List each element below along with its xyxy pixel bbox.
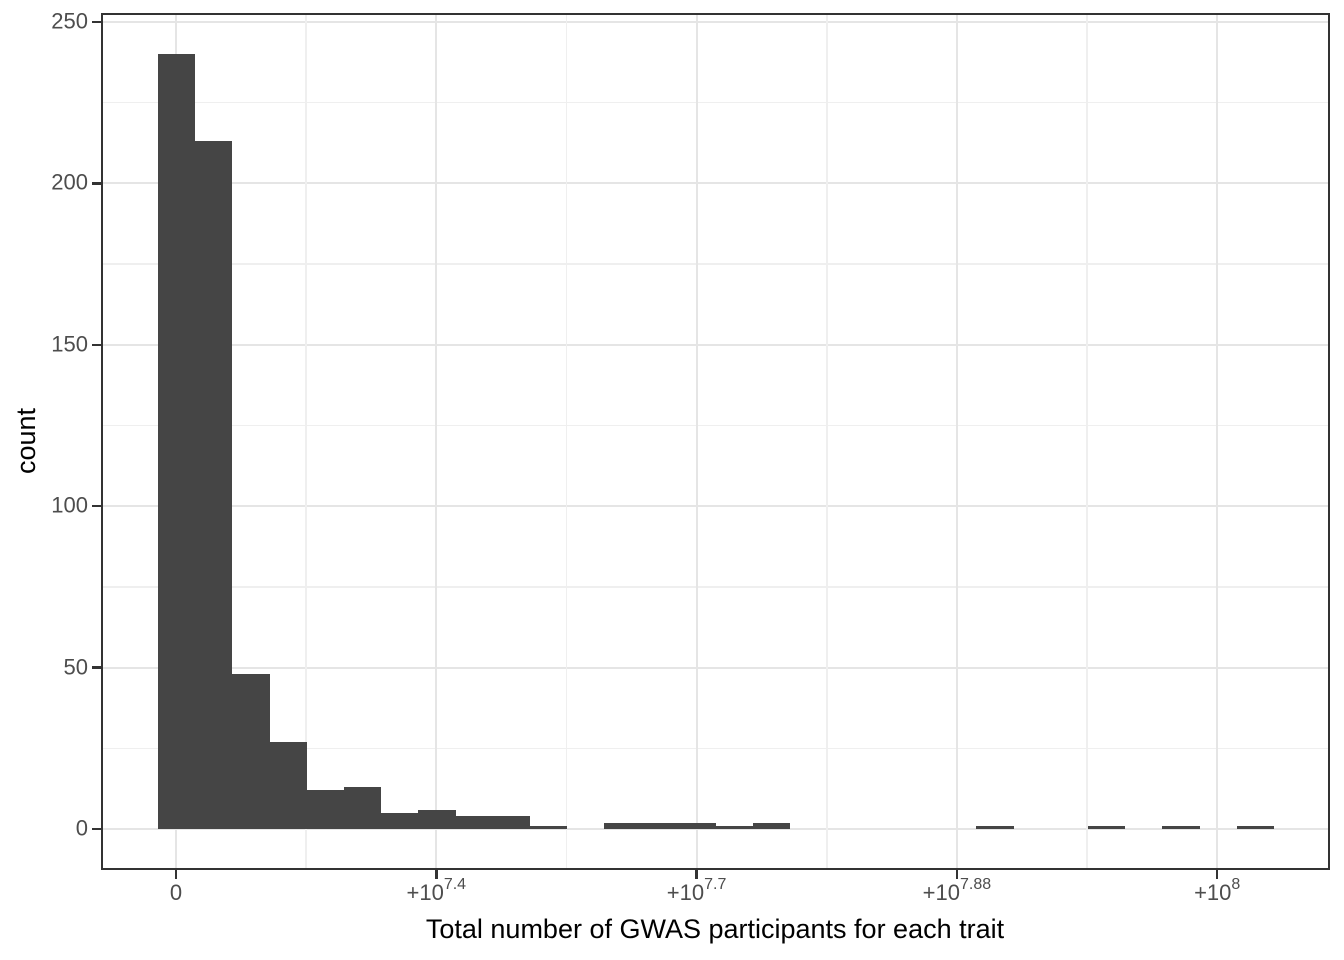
histogram-bar [976,825,1014,829]
y-major-gridline [103,21,1328,23]
x-tick-label-exponent: 8 [1231,876,1241,893]
x-tick-label-base: +10 [922,880,960,905]
y-tick-label: 0 [75,815,88,841]
panel-border-right [1328,13,1330,870]
y-major-gridline [103,828,1328,830]
histogram-bar [492,816,530,829]
y-tick-mark [92,343,101,347]
x-minor-gridline [565,15,568,868]
x-tick-label-base: 0 [169,880,183,905]
y-minor-gridline [103,424,1328,427]
histogram-bar [1162,825,1200,829]
x-axis-title: Total number of GWAS participants for ea… [425,914,1005,944]
histogram-bar [641,822,679,829]
histogram-bar [157,54,196,829]
x-tick-label-base: +10 [666,880,705,905]
x-major-gridline [695,15,698,868]
x-tick-label: +10 7.7 [667,876,727,906]
x-major-gridline [955,15,958,868]
x-tick-mark [435,870,438,879]
y-tick-label: 200 [51,169,88,195]
x-tick-mark [174,870,178,879]
x-tick-mark [695,870,698,879]
x-tick-label-exponent: 7.88 [959,876,992,893]
histogram-bar [752,822,791,829]
y-minor-gridline [103,747,1328,750]
y-tick-label: 150 [51,331,88,357]
y-major-gridline [103,666,1328,669]
histogram-bar [455,816,493,829]
x-tick-label-exponent: 7.7 [704,876,727,893]
y-major-gridline [103,505,1328,508]
y-tick-mark [92,827,101,831]
x-tick-label: +10 8 [1194,876,1240,906]
x-tick-label-base: +10 [406,880,444,905]
y-tick-label: 250 [51,8,88,34]
histogram-bar [269,741,307,829]
y-tick-mark [92,182,101,185]
x-minor-gridline [1086,15,1088,868]
x-minor-gridline [826,15,828,868]
x-tick-label-base: +10 [1194,880,1232,905]
histogram-bar [380,812,419,829]
x-tick-mark [955,870,959,879]
y-minor-gridline [103,586,1328,588]
panel-border-bottom [101,868,1330,870]
histogram-bar [1087,825,1126,829]
y-axis-title: count [11,407,41,475]
x-minor-gridline [305,15,307,868]
y-tick-mark [92,20,101,24]
histogram-bar [343,787,382,829]
histogram-bar [715,825,754,829]
histogram-bar [306,790,344,829]
histogram-bar [678,822,717,829]
x-tick-mark [1215,870,1219,879]
x-tick-label-exponent: 7.4 [443,876,467,893]
y-tick-label: 50 [63,654,88,680]
y-minor-gridline [103,101,1328,104]
y-major-gridline [103,343,1328,346]
panel-border-top [101,13,1330,15]
y-major-gridline [103,182,1328,185]
x-tick-label: 0 [170,876,182,906]
histogram-bar [194,141,233,829]
histogram-bar [1236,825,1275,829]
x-major-gridline [1216,15,1219,868]
x-major-gridline [435,15,438,868]
y-tick-mark [92,666,101,669]
y-minor-gridline [103,263,1328,265]
y-tick-mark [92,504,101,508]
histogram-bar [232,674,270,829]
y-tick-label: 100 [51,492,88,518]
histogram-bar [529,825,568,829]
x-tick-label: +10 7.88 [923,876,991,906]
histogram-bar [604,822,642,829]
histogram-bar [418,809,456,829]
panel-border-left [101,13,103,870]
x-tick-label: +10 7.4 [407,876,467,906]
